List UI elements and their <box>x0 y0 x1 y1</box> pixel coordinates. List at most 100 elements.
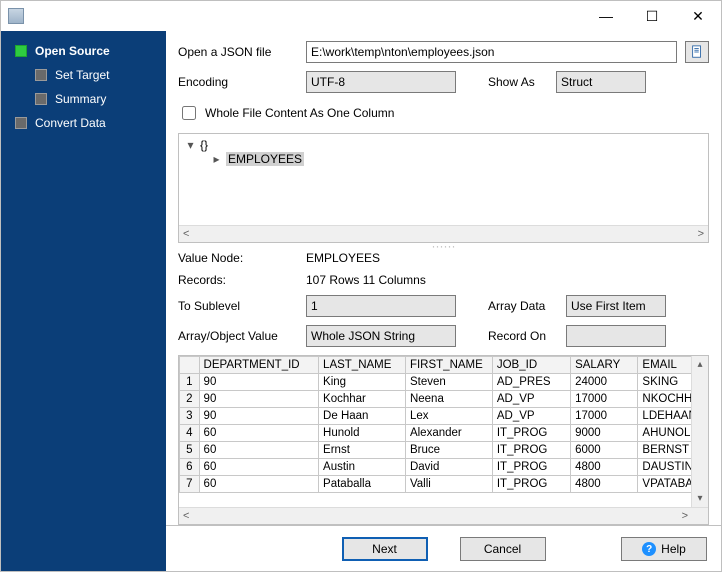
sidebar-item-label: Set Target <box>55 68 109 82</box>
document-icon <box>690 45 704 59</box>
titlebar: — ☐ ✕ <box>1 1 721 31</box>
value-node-label: Value Node: <box>178 251 298 265</box>
table-cell: 9000 <box>571 425 638 442</box>
tree-node-employees[interactable]: ▸ EMPLOYEES <box>185 152 702 166</box>
scroll-up-icon[interactable]: ▴ <box>692 356 708 373</box>
table-cell: 4800 <box>571 476 638 493</box>
app-icon <box>8 8 24 24</box>
value-node-value: EMPLOYEES <box>306 251 380 265</box>
maximize-button[interactable]: ☐ <box>629 1 675 31</box>
table-row[interactable]: 190KingStevenAD_PRES24000SKING <box>180 374 708 391</box>
column-header[interactable]: SALARY <box>571 357 638 374</box>
sidebar-item-label: Open Source <box>35 44 110 58</box>
table-cell: IT_PROG <box>492 425 570 442</box>
table-cell: AD_PRES <box>492 374 570 391</box>
splitter[interactable]: ······ <box>178 243 709 249</box>
whole-file-checkbox[interactable] <box>182 106 196 120</box>
table-row[interactable]: 390De HaanLexAD_VP17000LDEHAAN <box>180 408 708 425</box>
array-object-value-label: Array/Object Value <box>178 329 298 343</box>
dialog-footer: Next Cancel ? Help <box>166 525 721 571</box>
table-cell: Hunold <box>319 425 406 442</box>
record-on-select[interactable] <box>566 325 666 347</box>
table-cell: 24000 <box>571 374 638 391</box>
array-object-value-select[interactable]: Whole JSON String <box>306 325 456 347</box>
scroll-left-icon[interactable]: < <box>183 228 189 240</box>
help-button-label: Help <box>661 542 686 556</box>
table-cell: Bruce <box>405 442 492 459</box>
array-data-label: Array Data <box>488 299 558 313</box>
expand-icon[interactable]: ▸ <box>211 152 222 166</box>
table-cell: 60 <box>199 425 319 442</box>
row-number: 6 <box>180 459 200 476</box>
browse-button[interactable] <box>685 41 709 63</box>
encoding-select[interactable]: UTF-8 <box>306 71 456 93</box>
table-row[interactable]: 460HunoldAlexanderIT_PROG9000AHUNOL <box>180 425 708 442</box>
table-vscrollbar[interactable]: ▴ ▾ <box>691 356 708 507</box>
help-icon: ? <box>642 542 656 556</box>
table-cell: 60 <box>199 442 319 459</box>
table-cell: 90 <box>199 391 319 408</box>
whole-file-label: Whole File Content As One Column <box>205 106 394 120</box>
rownum-header <box>180 357 200 374</box>
next-button[interactable]: Next <box>342 537 428 561</box>
sidebar-item-set-target[interactable]: Set Target <box>1 63 166 87</box>
column-header[interactable]: DEPARTMENT_ID <box>199 357 319 374</box>
table-cell: IT_PROG <box>492 442 570 459</box>
table-row[interactable]: 660AustinDavidIT_PROG4800DAUSTIN <box>180 459 708 476</box>
file-path-input[interactable] <box>306 41 677 63</box>
tree-hscrollbar[interactable]: < > <box>179 225 708 242</box>
table-cell: AD_VP <box>492 408 570 425</box>
table-row[interactable]: 560ErnstBruceIT_PROG6000BERNST <box>180 442 708 459</box>
cancel-button[interactable]: Cancel <box>460 537 546 561</box>
table-cell: Austin <box>319 459 406 476</box>
show-as-label: Show As <box>488 75 548 89</box>
table-cell: Valli <box>405 476 492 493</box>
row-number: 2 <box>180 391 200 408</box>
tree-root[interactable]: ▾ {} <box>185 138 702 152</box>
step-indicator-icon <box>15 45 27 57</box>
table-row[interactable]: 760PataballaValliIT_PROG4800VPATABAL <box>180 476 708 493</box>
expand-icon[interactable]: ▾ <box>185 138 196 152</box>
column-header[interactable]: JOB_ID <box>492 357 570 374</box>
table-cell: De Haan <box>319 408 406 425</box>
array-data-select[interactable]: Use First Item <box>566 295 666 317</box>
scroll-down-icon[interactable]: ▾ <box>692 490 708 507</box>
table-cell: Steven <box>405 374 492 391</box>
scroll-left-icon[interactable]: < <box>183 510 189 522</box>
tree-root-glyph: {} <box>200 138 208 152</box>
table-cell: Alexander <box>405 425 492 442</box>
row-number: 7 <box>180 476 200 493</box>
sidebar-item-open-source[interactable]: Open Source <box>1 39 166 63</box>
table-cell: Lex <box>405 408 492 425</box>
sidebar-item-summary[interactable]: Summary <box>1 87 166 111</box>
to-sublevel-label: To Sublevel <box>178 299 298 313</box>
table-cell: IT_PROG <box>492 459 570 476</box>
table-cell: 90 <box>199 374 319 391</box>
table-cell: 60 <box>199 459 319 476</box>
column-header[interactable]: FIRST_NAME <box>405 357 492 374</box>
table-cell: 60 <box>199 476 319 493</box>
show-as-select[interactable]: Struct <box>556 71 646 93</box>
data-preview-table[interactable]: DEPARTMENT_IDLAST_NAMEFIRST_NAMEJOB_IDSA… <box>178 355 709 525</box>
row-number: 4 <box>180 425 200 442</box>
table-cell: 90 <box>199 408 319 425</box>
column-header[interactable]: LAST_NAME <box>319 357 406 374</box>
minimize-button[interactable]: — <box>583 1 629 31</box>
scroll-right-icon[interactable]: > <box>682 510 688 522</box>
open-json-file-label: Open a JSON file <box>178 45 298 59</box>
help-button[interactable]: ? Help <box>621 537 707 561</box>
table-row[interactable]: 290KochharNeenaAD_VP17000NKOCHH <box>180 391 708 408</box>
scroll-right-icon[interactable]: > <box>698 228 704 240</box>
sidebar-item-convert-data[interactable]: Convert Data <box>1 111 166 135</box>
json-tree-pane[interactable]: ▾ {} ▸ EMPLOYEES < > <box>178 133 709 243</box>
row-number: 3 <box>180 408 200 425</box>
table-cell: AD_VP <box>492 391 570 408</box>
table-cell: 17000 <box>571 391 638 408</box>
row-number: 1 <box>180 374 200 391</box>
close-button[interactable]: ✕ <box>675 1 721 31</box>
table-cell: King <box>319 374 406 391</box>
encoding-label: Encoding <box>178 75 298 89</box>
table-cell: IT_PROG <box>492 476 570 493</box>
to-sublevel-select[interactable]: 1 <box>306 295 456 317</box>
table-hscrollbar[interactable]: < > <box>179 507 708 524</box>
